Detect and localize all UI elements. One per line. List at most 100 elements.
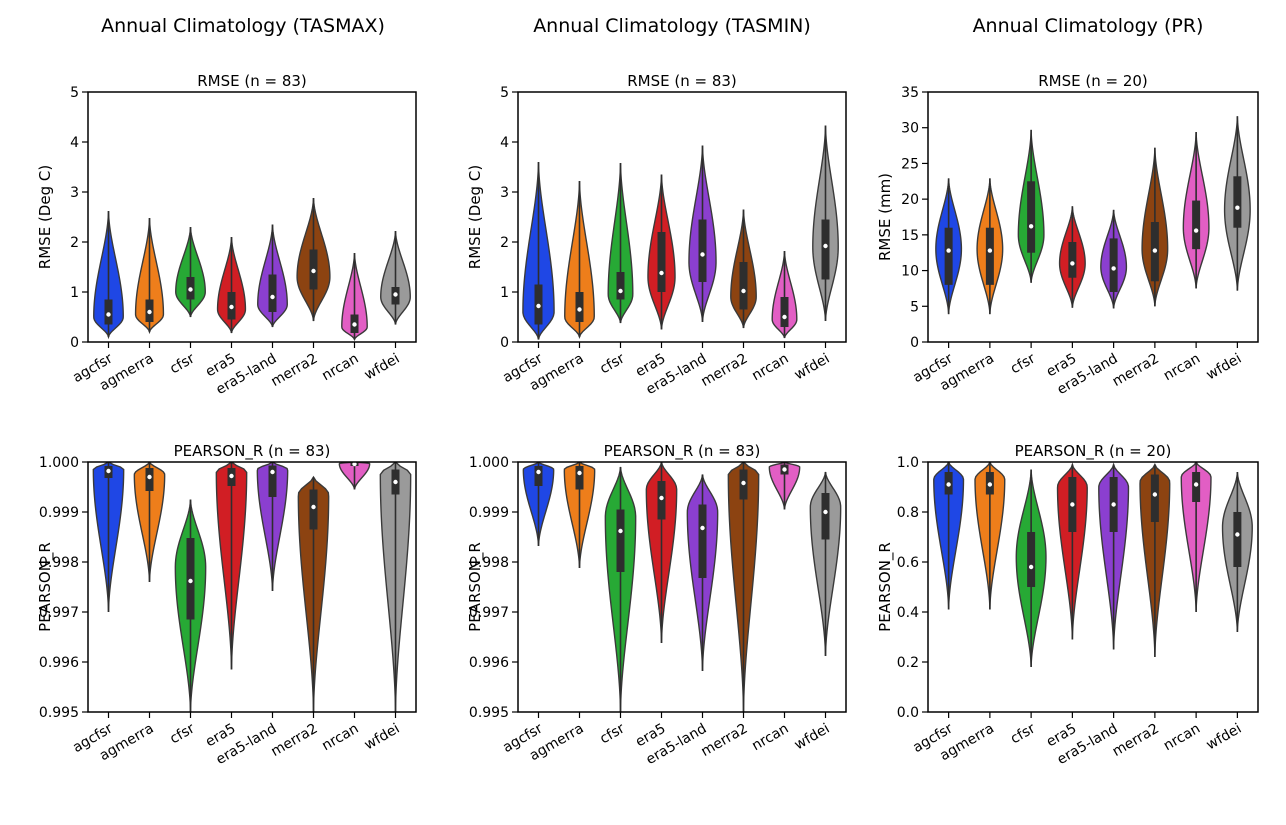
chart5-median-agcfsr [946,482,951,487]
chart0-median-era5-land [270,294,275,300]
chart0-median-agmerra [147,309,152,315]
chart3-ytick-label: 0.997 [39,605,79,621]
chart1-ytick-label: 2 [500,235,509,251]
chart3-median-merra2 [311,504,316,510]
chart3-median-nrcan [352,462,357,467]
chart0-xtick-label-merra2: merra2 [268,351,320,390]
chart1-iqr-era5-land [698,219,707,282]
chart5-median-era5-land [1111,502,1116,507]
chart4-ytick-label: 0.996 [469,655,509,671]
chart1-median-nrcan [782,314,787,320]
chart5-frame [927,461,1259,713]
chart1-xtick-label-merra2: merra2 [698,351,750,390]
chart4-panel: PEARSON_R (n = 83) PEARSON_R 0.995 0.996 0.9… [466,442,847,768]
chart5-iqr-cfsr [1027,532,1036,587]
chart1-median-merra2 [741,288,746,294]
chart5-median-wfdei [1235,532,1240,537]
chart2-median-merra2 [1152,248,1158,253]
chart2-ytick-label: 0 [910,335,919,351]
chart1-iqr-agmerra [575,292,584,322]
chart4-iqr-era5 [657,481,666,520]
chart2-xtick-label-nrcan: nrcan [1161,351,1203,385]
chart4-xtick-label-merra2: merra2 [698,721,750,760]
chart1-median-agmerra [577,307,582,312]
chart2-ylabel: RMSE (mm) [876,173,894,261]
chart4-median-agcfsr [536,469,541,475]
chart0-median-cfsr [188,287,193,292]
chart3-xtick-label-nrcan: nrcan [319,721,361,755]
chart3-panel: PEARSON_R (n = 83) PEARSON_R 0.995 0.996 0.9… [36,442,417,768]
chart4-median-cfsr [618,528,623,534]
chart5-ytick-label: 0.6 [897,555,919,571]
chart2-iqr-era5-land [1109,238,1118,292]
chart2-xtick-label-wfdei: wfdei [1204,351,1245,384]
chart1-ytick-label: 5 [500,85,509,101]
chart5-xtick-label-nrcan: nrcan [1161,721,1203,755]
chart4-iqr-agmerra [575,466,584,490]
chart1-median-agcfsr [536,303,541,309]
column-title-tasmin: Annual Climatology (TASMIN) [533,15,811,37]
chart5-median-era5 [1070,502,1075,507]
chart2-ytick-label: 20 [901,192,919,208]
chart2-frame [927,91,1259,343]
chart3-median-agmerra [147,474,152,480]
chart2-title: RMSE (n = 20) [1038,72,1148,90]
chart0-ylabel: RMSE (Deg C) [36,165,54,269]
chart2-xtick-label-merra2: merra2 [1110,351,1162,390]
chart2-panel: RMSE (n = 20)RMSE (mm)05101520253035agcf… [876,72,1259,398]
chart2-median-nrcan [1193,228,1199,233]
chart4-ytick-label: 0.995 [469,705,509,721]
chart0-ytick-label: 0 [70,335,79,351]
chart5-ytick-label: 0.0 [897,705,919,721]
chart5-median-agmerra [987,482,993,487]
chart3-iqr-merra2 [309,489,318,530]
chart3-median-cfsr [188,578,193,584]
chart3-median-agcfsr [106,468,111,474]
chart4-xtick-label-wfdei: wfdei [792,721,833,754]
chart4-frame [517,461,847,713]
chart1-iqr-cfsr [616,272,625,300]
chart2-iqr-era5 [1068,242,1077,278]
chart4-median-merra2 [741,480,746,486]
chart0-ytick-label: 5 [70,85,79,101]
chart4-iqr-agcfsr [534,466,543,486]
chart2-ytick-label: 30 [901,121,919,137]
panel-grid: RMSE (n = 83)RMSE (Deg C)012345agcfsragm… [36,72,1259,768]
chart5-ytick-label: 0.4 [897,605,919,621]
chart3-ytick-label: 1.000 [39,455,79,471]
chart3-title: PEARSON_R (n = 83) [174,442,331,461]
chart3-median-era5-land [270,469,275,475]
chart5-xtick-label-cfsr: cfsr [1008,720,1038,747]
chart3-iqr-agmerra [145,468,154,491]
chart5-iqr-nrcan [1192,472,1201,502]
chart3-iqr-era5-land [268,465,277,497]
chart1-iqr-nrcan [780,297,789,327]
chart5-violins [933,462,1253,668]
chart0-median-wfdei [393,292,398,297]
chart1-xtick-label-cfsr: cfsr [597,350,627,377]
chart2-median-cfsr [1028,224,1034,229]
chart3-xtick-label-merra2: merra2 [268,721,320,760]
chart5-iqr-wfdei [1233,512,1242,567]
chart0-frame [87,91,417,343]
chart0-ytick-label: 4 [70,135,79,151]
chart2-xtick-label-cfsr: cfsr [1008,350,1038,377]
chart1-iqr-era5 [657,232,666,292]
chart0-title: RMSE (n = 83) [197,72,307,90]
chart5-title: PEARSON_R (n = 20) [1015,442,1172,461]
chart3-ytick-label: 0.996 [39,655,79,671]
chart1-ytick-label: 0 [500,335,509,351]
chart4-ytick-label: 0.998 [469,555,509,571]
chart2-median-era5-land [1111,266,1116,271]
chart2-median-agmerra [987,248,993,253]
chart5-median-cfsr [1028,564,1034,570]
chart2-iqr-cfsr [1027,181,1036,253]
chart0-ytick-label: 3 [70,185,79,201]
chart5-ytick-label: 0.2 [897,655,919,671]
chart3-ytick-label: 0.998 [39,555,79,571]
column-title-pr: Annual Climatology (PR) [973,15,1204,37]
chart0-iqr-agcfsr [104,299,113,325]
chart1-xtick-label-wfdei: wfdei [792,351,833,384]
chart2-iqr-agcfsr [944,227,953,285]
chart1-frame [517,91,847,343]
